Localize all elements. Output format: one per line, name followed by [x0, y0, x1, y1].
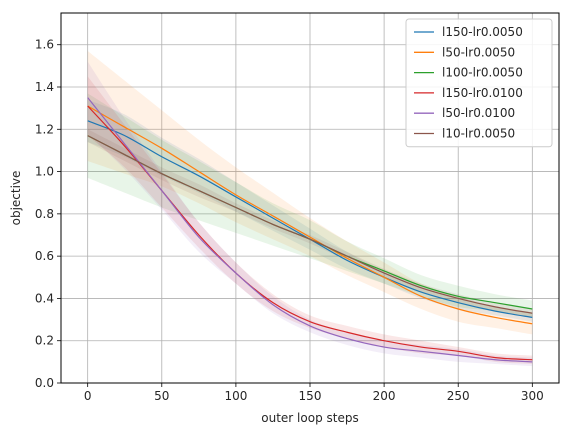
- x-tick-label: 150: [299, 389, 322, 403]
- band-l50-lr0.0100: [87, 61, 533, 367]
- band-l50-lr0.0050: [87, 51, 533, 335]
- x-tick-label: 50: [154, 389, 169, 403]
- confidence-bands: [87, 51, 533, 367]
- y-tick-label: 0.6: [35, 249, 54, 263]
- y-tick-label: 0.8: [35, 207, 54, 221]
- x-tick-label: 0: [84, 389, 92, 403]
- x-axis-label: outer loop steps: [261, 411, 358, 425]
- series-line-l50-lr0.0100: [87, 97, 533, 363]
- x-tick-label: 200: [373, 389, 396, 403]
- y-tick-label: 0.4: [35, 291, 54, 305]
- axis-ticks: 0 50 100 150 200 250 300 0.0 0.2 0.4 0.6 0.8 1.0 1.2 1…: [35, 38, 544, 403]
- series-lines: [87, 97, 533, 363]
- legend-box: [405, 18, 553, 148]
- y-tick-label: 1.2: [35, 122, 54, 136]
- legend-label: l50-lr0.0100: [442, 106, 515, 120]
- x-tick-label: 100: [224, 389, 247, 403]
- legend-label: l100-lr0.0050: [442, 66, 523, 80]
- x-tick-label: 300: [521, 389, 544, 403]
- series-line-l50-lr0.0050: [87, 105, 533, 325]
- legend-label: l50-lr0.0050: [442, 45, 515, 59]
- y-tick-label: 0.2: [35, 334, 54, 348]
- y-axis-label: objective: [9, 171, 23, 226]
- legend-label: l150-lr0.0050: [442, 25, 523, 39]
- band-l150-lr0.0100: [87, 76, 533, 364]
- x-tick-label: 250: [447, 389, 470, 403]
- series-line-l10-lr0.0050: [87, 135, 533, 314]
- y-tick-label: 1.4: [35, 80, 54, 94]
- y-tick-label: 0.0: [35, 376, 54, 390]
- legend-label: l150-lr0.0100: [442, 86, 523, 100]
- y-tick-label: 1.6: [35, 38, 54, 52]
- legend: l150-lr0.0050 l50-lr0.0050 l100-lr0.0050 l1…: [405, 18, 553, 148]
- legend-label: l10-lr0.0050: [442, 127, 515, 141]
- band-l100-lr0.0050: [87, 93, 533, 318]
- band-l150-lr0.0050: [87, 99, 533, 322]
- y-tick-label: 1.0: [35, 165, 54, 179]
